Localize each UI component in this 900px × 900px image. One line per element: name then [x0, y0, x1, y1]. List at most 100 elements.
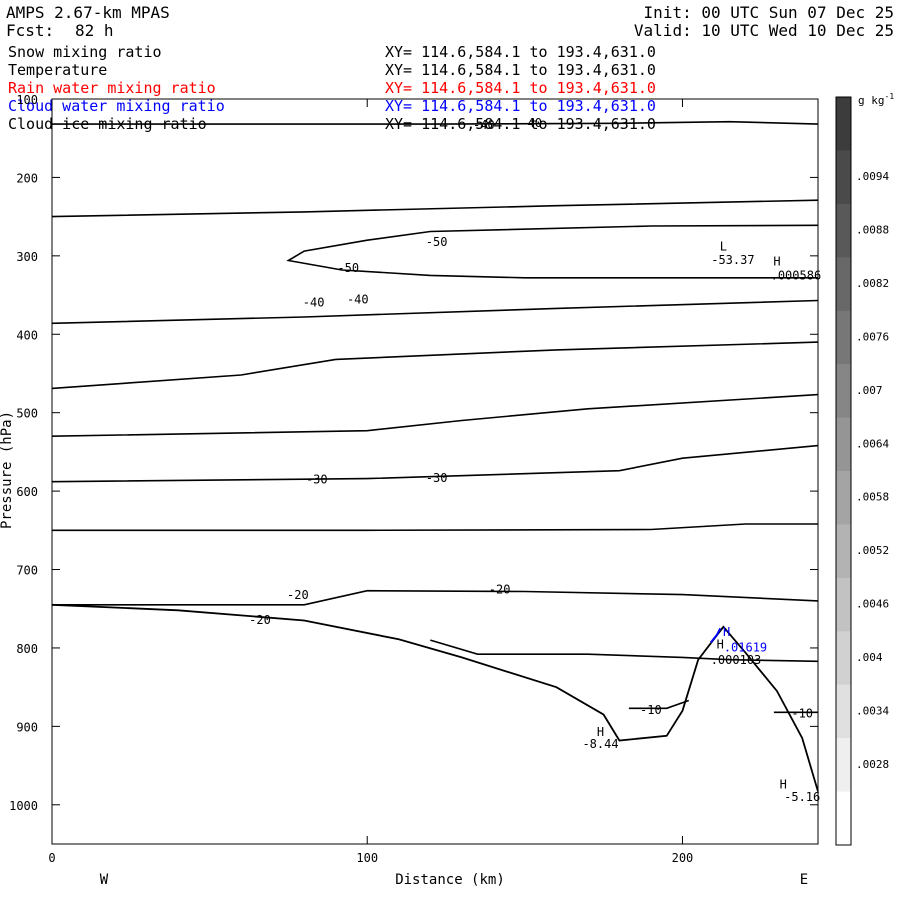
contour-label: -20 — [249, 613, 271, 627]
contour-label: -20 — [489, 582, 511, 596]
temperature-contour — [51, 444, 819, 483]
field-xy: XY= 114.6,584.1 to 193.4,631.0 — [385, 61, 656, 79]
contour-label: -40 — [473, 118, 495, 132]
y-tick-label: 300 — [16, 250, 38, 264]
temperature-contour — [286, 224, 819, 279]
forecast-value: 82 h — [75, 21, 114, 40]
colorbar-swatch — [836, 417, 851, 472]
colorbar-label: .007 — [856, 384, 883, 397]
east-label: E — [800, 872, 808, 888]
contour-label: .000103 — [711, 653, 762, 667]
field-name: Rain water mixing ratio — [8, 79, 216, 97]
contour-label: -20 — [287, 588, 309, 602]
contour-label: -30 — [426, 471, 448, 485]
contour-label: -40 — [520, 116, 542, 130]
contour-label: -40 — [303, 295, 325, 309]
colorbar-swatch — [836, 310, 851, 365]
temperature-contour — [628, 699, 690, 710]
contour-label: L — [720, 240, 727, 254]
colorbar-label: .0094 — [856, 170, 889, 183]
field-legend: Snow mixing ratio XY= 114.6,584.1 to 193.… — [8, 43, 656, 133]
colorbar-swatch — [836, 471, 851, 525]
colorbar-unit: g kg-1 — [858, 92, 894, 107]
colorbar-label: .0064 — [856, 437, 889, 450]
colorbar-swatch — [836, 577, 851, 632]
colorbar-unit-exponent: -1 — [885, 92, 895, 101]
y-axis-ticks: 100 200 300 400 500 600 700 800 900 1000 — [9, 93, 818, 813]
y-tick-label: 200 — [16, 171, 38, 185]
valid-time: Valid: 10 UTC Wed 10 Dec 25 — [634, 21, 894, 40]
contour-label: H — [723, 625, 730, 639]
cloud-water-contour — [710, 627, 722, 644]
x-tick-label: 200 — [672, 851, 694, 865]
y-tick-label: 800 — [16, 642, 38, 656]
contour-label: .01619 — [724, 640, 767, 654]
colorbar-swatch — [836, 97, 851, 151]
x-tick-label: 0 — [48, 851, 55, 865]
temperature-contour — [51, 199, 819, 218]
colorbar-swatch — [836, 684, 851, 739]
west-label: W — [100, 872, 109, 888]
temperature-contour — [52, 589, 819, 606]
colorbar-swatch — [836, 203, 851, 258]
y-tick-label: 700 — [16, 564, 38, 578]
contour-label: .000586 — [771, 269, 822, 283]
init-time: Init: 00 UTC Sun 07 Dec 25 — [644, 3, 894, 22]
colorbar-label: .0028 — [856, 758, 889, 771]
contour-label: H — [717, 637, 724, 651]
colorbar-label: .0058 — [856, 491, 889, 504]
y-axis-label: Pressure (hPa) — [0, 411, 15, 529]
x-axis-label: Distance (km) — [395, 872, 505, 888]
contour-label: -5.16 — [784, 790, 820, 804]
contour-label: -40 — [347, 292, 369, 306]
temperature-contour — [52, 120, 819, 125]
y-tick-label: 100 — [16, 93, 38, 107]
contour-labels: -40 -40 -50 -50 -40 -40 -30 -30 -20 -20 -20 -10 -10 L… — [249, 116, 821, 804]
colorbar-label: .0046 — [856, 598, 889, 611]
temperature-contour — [52, 523, 818, 532]
colorbar-label: .0076 — [856, 330, 889, 343]
field-name: Cloud water mixing ratio — [8, 97, 225, 115]
colorbar-label: .0034 — [856, 704, 889, 717]
colorbar-label: .0052 — [856, 544, 889, 557]
colorbar-swatch — [836, 791, 851, 846]
plot-frame — [51, 98, 819, 845]
x-tick-label: 100 — [356, 851, 378, 865]
field-xy: XY= 114.6,584.1 to 193.4,631.0 — [385, 43, 656, 61]
y-tick-label: 400 — [16, 328, 38, 342]
contour-label: -30 — [306, 473, 328, 487]
x-axis-ticks: 0 100 200 — [48, 99, 693, 865]
colorbar-swatch — [836, 738, 851, 792]
temperature-contour — [51, 393, 819, 437]
colorbar: .0094 .0088 .0082 .0076 .007 .0064 .0058 .0052.… — [835, 96, 889, 846]
y-tick-label: 900 — [16, 720, 38, 734]
temperature-contour — [51, 341, 819, 390]
colorbar-label: .0082 — [856, 277, 889, 290]
colorbar-swatch — [836, 364, 851, 418]
model-title: AMPS 2.67-km MPAS — [6, 3, 170, 22]
field-xy: XY= 114.6,584.1 to 193.4,631.0 — [385, 79, 656, 97]
temperature-contours — [51, 120, 819, 792]
contour-label: H — [773, 255, 780, 269]
temperature-contour — [51, 299, 819, 325]
colorbar-swatch — [836, 631, 851, 686]
y-tick-label: 600 — [16, 485, 38, 499]
colorbar-label: .004 — [856, 651, 883, 664]
contour-label: H — [597, 725, 604, 739]
colorbar-label: .0088 — [856, 224, 889, 237]
forecast-label: Fcst: — [6, 21, 54, 40]
contour-label: H — [780, 778, 787, 792]
colorbar-swatch — [836, 524, 851, 579]
colorbar-swatch — [836, 257, 851, 312]
field-xy: XY= 114.6,584.1 to 193.4,631.0 — [385, 97, 656, 115]
contour-label: -50 — [426, 235, 448, 249]
temperature-contour — [430, 639, 819, 663]
y-tick-label: 500 — [16, 407, 38, 421]
colorbar-unit-base: g kg — [858, 94, 885, 107]
y-tick-label: 1000 — [9, 799, 38, 813]
field-name: Temperature — [8, 61, 107, 79]
terrain-line — [51, 603, 819, 792]
contour-label: -10 — [640, 703, 662, 717]
field-name: Snow mixing ratio — [8, 43, 162, 61]
colorbar-swatch — [836, 150, 851, 205]
